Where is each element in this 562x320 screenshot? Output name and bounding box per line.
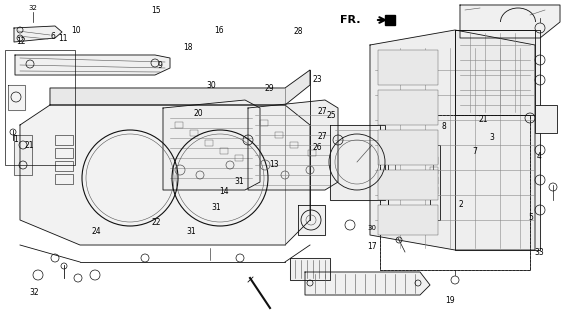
Text: 13: 13: [269, 160, 279, 169]
Bar: [205, 140, 213, 146]
Text: 18: 18: [184, 43, 193, 52]
Polygon shape: [330, 125, 385, 200]
Polygon shape: [248, 100, 338, 190]
Polygon shape: [15, 55, 170, 75]
Bar: [55, 135, 73, 145]
Text: 4: 4: [537, 152, 542, 161]
Text: FR.: FR.: [340, 15, 360, 25]
Text: 16: 16: [214, 26, 224, 35]
Text: 12: 12: [17, 37, 26, 46]
Text: 19: 19: [445, 296, 455, 305]
Polygon shape: [385, 15, 395, 25]
Bar: [220, 148, 228, 154]
Text: 10: 10: [71, 26, 81, 35]
Text: 1: 1: [13, 135, 18, 144]
Text: 25: 25: [327, 111, 337, 120]
Bar: [430, 177, 438, 184]
Polygon shape: [395, 152, 433, 190]
Bar: [378, 50, 438, 85]
Polygon shape: [298, 205, 325, 235]
Text: 9: 9: [158, 61, 162, 70]
Text: 21: 21: [479, 116, 488, 124]
Bar: [55, 174, 73, 184]
Text: 7: 7: [473, 148, 477, 156]
Text: 27: 27: [317, 132, 327, 141]
Polygon shape: [163, 100, 260, 190]
Text: 17: 17: [367, 242, 377, 251]
Polygon shape: [388, 145, 440, 220]
Bar: [378, 170, 438, 200]
Bar: [430, 187, 438, 194]
Polygon shape: [305, 272, 430, 295]
Text: 30: 30: [206, 81, 216, 90]
Bar: [55, 161, 73, 171]
Bar: [235, 155, 243, 161]
Text: 31: 31: [234, 177, 244, 186]
Bar: [378, 205, 438, 235]
Polygon shape: [388, 195, 430, 218]
Polygon shape: [14, 26, 62, 42]
Bar: [275, 132, 283, 138]
Text: 31: 31: [211, 203, 221, 212]
Text: 23: 23: [312, 76, 323, 84]
Bar: [55, 148, 73, 158]
Text: 5: 5: [529, 213, 533, 222]
Text: 31: 31: [186, 228, 196, 236]
Text: 30: 30: [368, 225, 377, 231]
Polygon shape: [460, 5, 560, 38]
Polygon shape: [290, 258, 330, 280]
Polygon shape: [20, 105, 310, 245]
Text: 28: 28: [293, 27, 302, 36]
Text: 32: 32: [29, 288, 39, 297]
Text: 20: 20: [193, 109, 203, 118]
Text: 29: 29: [265, 84, 275, 93]
Polygon shape: [50, 70, 310, 105]
Bar: [5, 50, 75, 165]
Text: 6: 6: [51, 32, 56, 41]
Bar: [260, 120, 268, 126]
Text: 15: 15: [151, 6, 161, 15]
Text: 11: 11: [58, 34, 67, 43]
Text: 8: 8: [442, 122, 446, 131]
Text: 27: 27: [317, 107, 327, 116]
Bar: [378, 90, 438, 125]
Bar: [430, 157, 438, 164]
Text: 3: 3: [490, 133, 494, 142]
Text: 14: 14: [219, 188, 229, 196]
Text: 26: 26: [312, 143, 323, 152]
Text: 24: 24: [92, 228, 102, 236]
Bar: [430, 167, 438, 174]
Bar: [378, 130, 438, 165]
Bar: [190, 130, 198, 136]
Text: 32: 32: [29, 5, 38, 11]
Text: 2: 2: [459, 200, 463, 209]
Polygon shape: [8, 85, 25, 110]
Polygon shape: [370, 30, 535, 250]
Text: 33: 33: [534, 248, 545, 257]
Text: 21: 21: [25, 141, 34, 150]
Text: 22: 22: [152, 218, 161, 227]
Bar: [308, 150, 316, 156]
Polygon shape: [14, 135, 32, 175]
Bar: [175, 122, 183, 128]
Bar: [290, 142, 298, 148]
Bar: [535, 105, 557, 133]
Polygon shape: [455, 30, 540, 250]
Polygon shape: [455, 30, 535, 115]
